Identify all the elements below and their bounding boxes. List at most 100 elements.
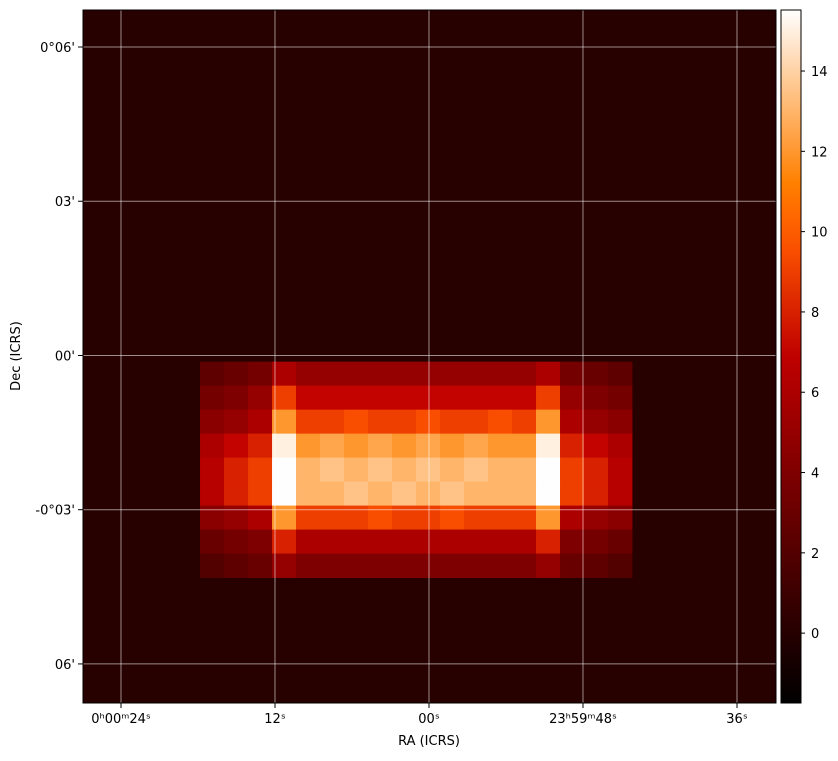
- image-cell: [608, 385, 633, 411]
- image-cell: [392, 553, 417, 578]
- image-cell: [488, 529, 513, 554]
- image-cell: [392, 361, 417, 387]
- image-cell: [512, 529, 537, 554]
- image-cell: [392, 457, 417, 482]
- image-cell: [440, 457, 465, 482]
- image-cell: [440, 385, 465, 411]
- image-cell: [392, 481, 417, 506]
- image-cell: [200, 457, 225, 482]
- image-cell: [320, 385, 345, 411]
- image-cell: [440, 433, 465, 459]
- image-cell: [368, 457, 393, 482]
- image-cell: [320, 481, 345, 506]
- y-tick-label: 06': [55, 658, 75, 673]
- image-cell: [464, 385, 489, 411]
- image-cell: [464, 529, 489, 554]
- image-cell: [464, 361, 489, 387]
- image-cell: [296, 433, 321, 459]
- image-cell: [464, 553, 489, 578]
- image-cell: [296, 481, 321, 506]
- image-cell: [560, 553, 585, 578]
- image-cell: [344, 433, 369, 459]
- image-cell: [248, 433, 273, 459]
- image-cell: [320, 457, 345, 482]
- image-cell: [368, 481, 393, 506]
- image-cell: [416, 433, 441, 459]
- image-cell: [296, 385, 321, 411]
- image-cell: [224, 433, 249, 459]
- image-cell: [512, 385, 537, 411]
- image-cell: [584, 553, 609, 578]
- image-cell: [536, 553, 561, 578]
- image-cell: [488, 385, 513, 411]
- image-cell: [608, 361, 633, 387]
- image-cell: [416, 529, 441, 554]
- image-cell: [392, 385, 417, 411]
- image-cell: [488, 361, 513, 387]
- image-cell: [584, 457, 609, 482]
- image-cell: [560, 457, 585, 482]
- image-cell: [344, 553, 369, 578]
- image-cell: [200, 433, 225, 459]
- image-cell: [488, 409, 513, 435]
- image-cell: [440, 361, 465, 387]
- image-cell: [560, 481, 585, 506]
- image-cell: [512, 361, 537, 387]
- image-cell: [200, 409, 225, 435]
- image-cell: [272, 553, 297, 578]
- image-cell: [416, 481, 441, 506]
- colorbar-tick-label: 8: [811, 306, 819, 321]
- image-cell: [608, 409, 633, 435]
- x-tick-label: 12ˢ: [264, 712, 286, 727]
- image-cell: [512, 409, 537, 435]
- colorbar-tick-label: 12: [811, 145, 828, 160]
- image-cell: [272, 481, 297, 506]
- image-cell: [224, 385, 249, 411]
- image-cell: [296, 529, 321, 554]
- image-cell: [296, 409, 321, 435]
- image-cell: [608, 481, 633, 506]
- image-cell: [392, 433, 417, 459]
- image-cell: [320, 529, 345, 554]
- image-cell: [248, 529, 273, 554]
- image-cell: [320, 553, 345, 578]
- image-cell: [560, 385, 585, 411]
- image-cell: [608, 529, 633, 554]
- image-cell: [608, 433, 633, 459]
- image-cell: [368, 529, 393, 554]
- image-cell: [344, 409, 369, 435]
- colorbar-tick-label: 14: [811, 65, 828, 80]
- image-cell: [536, 457, 561, 482]
- image-cell: [272, 409, 297, 435]
- image-cell: [344, 481, 369, 506]
- colorbar-tick-label: 6: [811, 386, 819, 401]
- image-background: [83, 10, 776, 703]
- image-cell: [536, 529, 561, 554]
- plot-frame: [82, 9, 777, 704]
- image-cell: [368, 361, 393, 387]
- image-cell: [296, 553, 321, 578]
- image-cell: [584, 361, 609, 387]
- y-tick-label: 00': [55, 349, 75, 364]
- image-cell: [224, 409, 249, 435]
- image-cell: [392, 529, 417, 554]
- image-cell: [368, 385, 393, 411]
- image-cell: [464, 433, 489, 459]
- image-cell: [296, 361, 321, 387]
- image-cell: [560, 409, 585, 435]
- colorbar-tick-label: 2: [811, 547, 819, 562]
- image-cell: [344, 529, 369, 554]
- image-cell: [200, 361, 225, 387]
- image-cell: [320, 409, 345, 435]
- image-cell: [416, 409, 441, 435]
- image-cell: [416, 361, 441, 387]
- image-cell: [488, 457, 513, 482]
- image-cell: [584, 481, 609, 506]
- image-cell: [200, 481, 225, 506]
- x-tick-label: 00ˢ: [418, 712, 440, 727]
- y-tick-label: -0°03': [35, 504, 75, 519]
- image-cell: [344, 361, 369, 387]
- colorbar-tick-label: 0: [811, 627, 819, 642]
- image-cell: [272, 433, 297, 459]
